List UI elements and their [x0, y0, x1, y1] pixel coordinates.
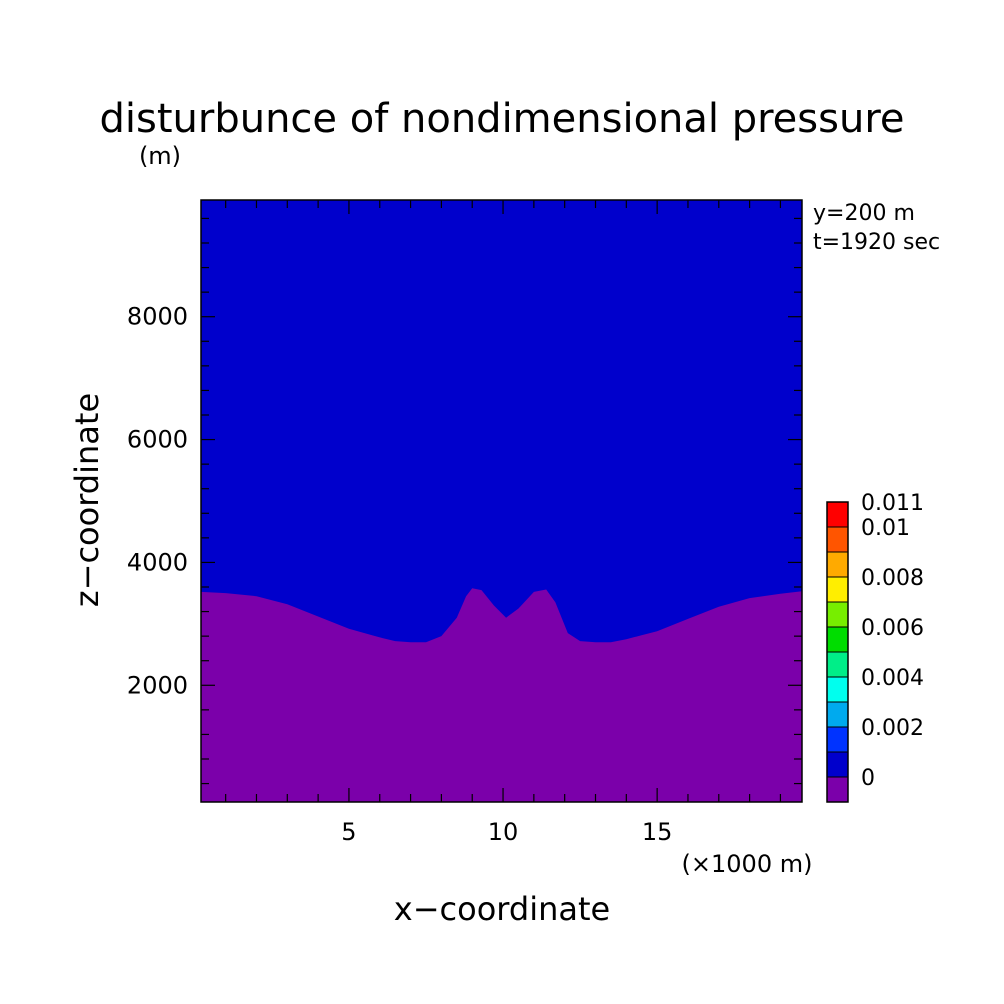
- colorbar-label: 0.004: [861, 666, 924, 691]
- colorbar-swatch: [826, 676, 849, 703]
- colorbar-label: 0: [861, 766, 875, 791]
- colorbar-swatch: [826, 626, 849, 653]
- plot-area: [201, 200, 802, 802]
- colorbar-swatch: [826, 651, 849, 678]
- colorbar-label: 0.01: [861, 516, 910, 541]
- colorbar-swatch: [826, 576, 849, 603]
- colorbar: 0 0.002 0.004 0.006 0.008 0.010.011: [826, 491, 924, 803]
- colorbar-swatch: [826, 501, 849, 528]
- colorbar-label: 0.006: [861, 616, 924, 641]
- y-tick-label: 6000: [127, 426, 188, 454]
- colorbar-swatch: [826, 726, 849, 753]
- chart-title: disturbunce of nondimensional pressure: [100, 96, 905, 142]
- x-axis-label: x−coordinate: [394, 890, 610, 928]
- y-tick-label: 2000: [127, 671, 188, 699]
- annotation-t: t=1920 sec: [813, 230, 940, 255]
- y-tick-label: 8000: [127, 303, 188, 331]
- y-tick-label: 4000: [127, 548, 188, 576]
- colorbar-swatch: [826, 776, 849, 803]
- y-axis-unit: (m): [139, 142, 181, 170]
- colorbar-frame: [826, 501, 849, 803]
- region-lower: [201, 588, 802, 802]
- colorbar-label: 0.008: [861, 566, 924, 591]
- x-tick-label: 15: [642, 818, 673, 846]
- colorbar-swatch: [826, 751, 849, 778]
- x-tick-label: 5: [341, 818, 356, 846]
- x-axis-unit: (×1000 m): [682, 850, 813, 878]
- colorbar-label: 0.002: [861, 716, 924, 741]
- colorbar-swatch: [826, 601, 849, 628]
- annotation-y: y=200 m: [813, 201, 915, 226]
- y-axis-label: z−coordinate: [68, 393, 106, 607]
- axes: 5 10 15 2000 4000 6000 8000: [127, 199, 803, 846]
- colorbar-swatch: [826, 551, 849, 578]
- colorbar-swatch: [826, 526, 849, 553]
- colorbar-label: 0.011: [861, 491, 924, 516]
- colorbar-swatch: [826, 701, 849, 728]
- x-tick-label: 10: [488, 818, 519, 846]
- plot-frame: [200, 199, 803, 803]
